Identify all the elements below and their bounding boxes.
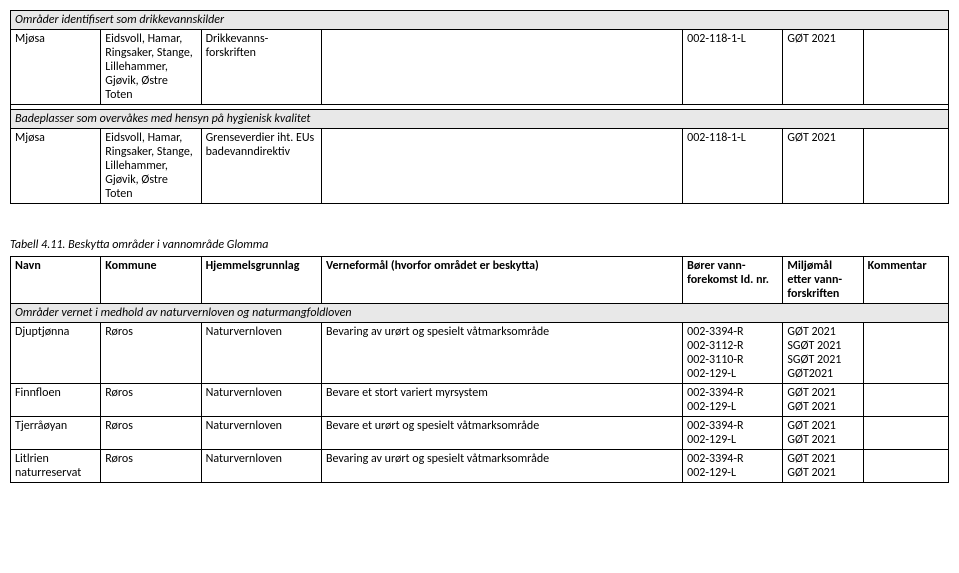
cell-verne: Bevare et stort variert myrsystem (321, 384, 682, 417)
cell-borer: 002-3394-R 002-129-L (683, 417, 783, 450)
cell-miljo: GØT 2021 GØT 2021 (783, 384, 863, 417)
cell-miljo: GØT 2021 SGØT 2021 SGØT 2021 GØT2021 (783, 323, 863, 384)
cell-kommentar (863, 384, 948, 417)
table-main: Navn Kommune Hjemmelsgrunnlag Verneformå… (10, 256, 949, 483)
cell-name: Tjerråøyan (11, 417, 101, 450)
table-row: Djuptjønna Røros Naturvernloven Bevaring… (11, 323, 949, 384)
cell-hjemmel: Naturvernloven (201, 384, 321, 417)
header-verne: Verneformål (hvorfor området er beskytta… (321, 257, 682, 304)
table-row: Finnfloen Røros Naturvernloven Bevare et… (11, 384, 949, 417)
cell-kommune: Røros (101, 384, 201, 417)
table-row: Mjøsa Eidsvoll, Hamar, Ringsaker, Stange… (11, 30, 949, 105)
header-borer: Bører vann-forekomst Id. nr. (683, 257, 783, 304)
section-header-1: Områder identifisert som drikkevannskild… (11, 11, 949, 30)
cell-name: Djuptjønna (11, 323, 101, 384)
cell-name: Finnfloen (11, 384, 101, 417)
cell-hjemmel: Grenseverdier iht. EUs badevanndirektiv (201, 129, 321, 204)
header-kommentar: Kommentar (863, 257, 948, 304)
table-top: Områder identifisert som drikkevannskild… (10, 10, 949, 204)
table-row: Litlrien naturreservat Røros Naturvernlo… (11, 450, 949, 483)
table-row: Mjøsa Eidsvoll, Hamar, Ringsaker, Stange… (11, 129, 949, 204)
header-name: Navn (11, 257, 101, 304)
cell-borer: 002-3394-R 002-129-L (683, 384, 783, 417)
cell-kommentar (863, 323, 948, 384)
section2-title: Badeplasser som overvåkes med hensyn på … (11, 110, 949, 129)
cell-hjemmel: Naturvernloven (201, 323, 321, 384)
cell-borer: 002-118-1-L (683, 30, 783, 105)
cell-verne (321, 30, 682, 105)
cell-kommentar (863, 450, 948, 483)
header-hjemmel: Hjemmelsgrunnlag (201, 257, 321, 304)
cell-hjemmel: Drikkevanns-forskriften (201, 30, 321, 105)
section3-title: Områder vernet i medhold av naturvernlov… (11, 304, 949, 323)
header-miljo: Miljømål etter vann-forskriften (783, 257, 863, 304)
cell-miljo: GØT 2021 GØT 2021 (783, 450, 863, 483)
table-caption: Tabell 4.11. Beskytta områder i vannområ… (10, 220, 949, 256)
cell-verne: Bevare et urørt og spesielt våtmarksområ… (321, 417, 682, 450)
cell-kommentar (863, 30, 948, 105)
cell-verne (321, 129, 682, 204)
cell-miljo: GØT 2021 GØT 2021 (783, 417, 863, 450)
cell-kommentar (863, 129, 948, 204)
section-header-3: Områder vernet i medhold av naturvernlov… (11, 304, 949, 323)
cell-miljo: GØT 2021 (783, 129, 863, 204)
cell-kommune: Røros (101, 323, 201, 384)
header-kommune: Kommune (101, 257, 201, 304)
cell-borer: 002-118-1-L (683, 129, 783, 204)
cell-kommune: Eidsvoll, Hamar, Ringsaker, Stange, Lill… (101, 30, 201, 105)
header-row: Navn Kommune Hjemmelsgrunnlag Verneformå… (11, 257, 949, 304)
cell-kommune: Eidsvoll, Hamar, Ringsaker, Stange, Lill… (101, 129, 201, 204)
cell-name: Mjøsa (11, 129, 101, 204)
cell-borer: 002-3394-R 002-3112-R 002-3110-R 002-129… (683, 323, 783, 384)
cell-hjemmel: Naturvernloven (201, 417, 321, 450)
cell-kommune: Røros (101, 417, 201, 450)
cell-name: Mjøsa (11, 30, 101, 105)
section1-title: Områder identifisert som drikkevannskild… (11, 11, 949, 30)
cell-verne: Bevaring av urørt og spesielt våtmarksom… (321, 450, 682, 483)
section-header-2: Badeplasser som overvåkes med hensyn på … (11, 110, 949, 129)
cell-miljo: GØT 2021 (783, 30, 863, 105)
cell-borer: 002-3394-R 002-129-L (683, 450, 783, 483)
cell-name: Litlrien naturreservat (11, 450, 101, 483)
table-row: Tjerråøyan Røros Naturvernloven Bevare e… (11, 417, 949, 450)
cell-kommune: Røros (101, 450, 201, 483)
cell-verne: Bevaring av urørt og spesielt våtmarksom… (321, 323, 682, 384)
cell-hjemmel: Naturvernloven (201, 450, 321, 483)
cell-kommentar (863, 417, 948, 450)
